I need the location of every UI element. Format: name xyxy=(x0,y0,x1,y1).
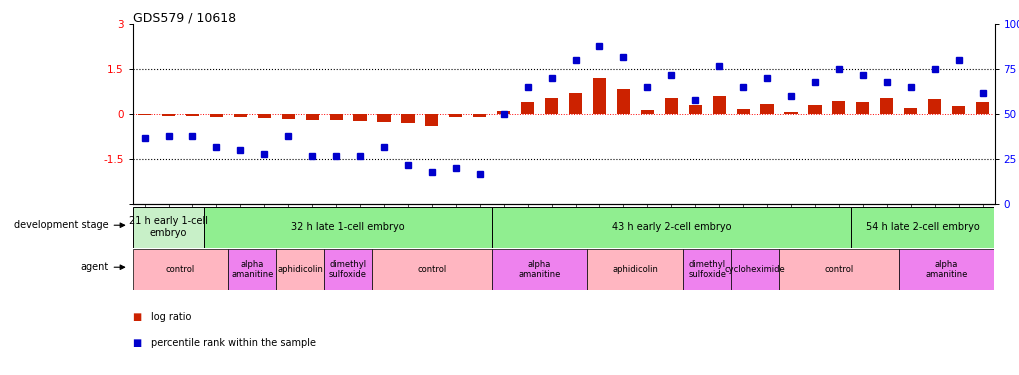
Bar xyxy=(683,249,731,290)
Bar xyxy=(779,249,898,290)
Bar xyxy=(855,102,868,114)
Bar xyxy=(850,207,994,248)
Text: agent: agent xyxy=(81,262,109,272)
Bar xyxy=(592,78,605,114)
Bar xyxy=(281,114,294,119)
Text: percentile rank within the sample: percentile rank within the sample xyxy=(151,338,316,348)
Text: GDS579 / 10618: GDS579 / 10618 xyxy=(132,11,235,24)
Bar xyxy=(587,249,683,290)
Bar xyxy=(898,249,994,290)
Bar xyxy=(377,114,390,122)
Bar xyxy=(491,249,587,290)
Bar xyxy=(233,114,247,117)
Text: 43 h early 2-cell embryo: 43 h early 2-cell embryo xyxy=(611,222,731,232)
Bar xyxy=(228,249,276,290)
Text: aphidicolin: aphidicolin xyxy=(611,265,657,274)
Bar xyxy=(138,114,151,115)
Bar xyxy=(616,89,630,114)
Text: alpha
amanitine: alpha amanitine xyxy=(924,260,967,279)
Bar xyxy=(927,99,941,114)
Bar xyxy=(664,98,678,114)
Text: cycloheximide: cycloheximide xyxy=(723,265,785,274)
Bar xyxy=(879,98,893,114)
Bar xyxy=(688,105,701,114)
Text: 54 h late 2-cell embryo: 54 h late 2-cell embryo xyxy=(865,222,978,232)
Bar xyxy=(258,114,271,118)
Bar xyxy=(425,114,438,126)
Bar xyxy=(210,114,223,117)
Bar xyxy=(354,114,366,121)
Bar xyxy=(372,249,491,290)
Text: 32 h late 1-cell embryo: 32 h late 1-cell embryo xyxy=(291,222,405,232)
Text: alpha
amanitine: alpha amanitine xyxy=(231,260,273,279)
Bar xyxy=(640,110,653,114)
Bar xyxy=(951,106,964,114)
Bar xyxy=(784,112,797,114)
Text: ■: ■ xyxy=(132,338,142,348)
Bar xyxy=(306,114,318,120)
Bar xyxy=(491,207,850,248)
Text: 21 h early 1-cell
embryо: 21 h early 1-cell embryо xyxy=(128,216,208,238)
Bar xyxy=(832,101,845,114)
Text: dimethyl
sulfoxide: dimethyl sulfoxide xyxy=(688,260,726,279)
Bar xyxy=(400,114,414,123)
Text: dimethyl
sulfoxide: dimethyl sulfoxide xyxy=(329,260,367,279)
Bar xyxy=(731,249,779,290)
Text: alpha
amanitine: alpha amanitine xyxy=(518,260,560,279)
Bar xyxy=(276,249,324,290)
Bar xyxy=(185,114,199,116)
Bar xyxy=(162,114,175,116)
Text: control: control xyxy=(166,265,195,274)
Bar xyxy=(903,108,916,114)
Bar xyxy=(808,105,820,114)
Text: development stage: development stage xyxy=(14,220,109,230)
Text: control: control xyxy=(823,265,853,274)
Bar xyxy=(569,93,582,114)
Bar xyxy=(975,102,988,114)
Text: log ratio: log ratio xyxy=(151,312,192,322)
Text: ■: ■ xyxy=(132,312,142,322)
Bar xyxy=(329,114,342,120)
Bar xyxy=(448,114,462,117)
Bar xyxy=(736,109,749,114)
Bar xyxy=(132,249,228,290)
Text: control: control xyxy=(417,265,446,274)
Bar xyxy=(760,104,772,114)
Bar xyxy=(712,96,726,114)
Bar xyxy=(473,114,486,117)
Bar xyxy=(204,207,491,248)
Bar xyxy=(132,207,204,248)
Bar xyxy=(521,102,534,114)
Text: aphidicolin: aphidicolin xyxy=(277,265,323,274)
Bar xyxy=(544,98,557,114)
Bar xyxy=(324,249,372,290)
Bar xyxy=(496,111,510,114)
